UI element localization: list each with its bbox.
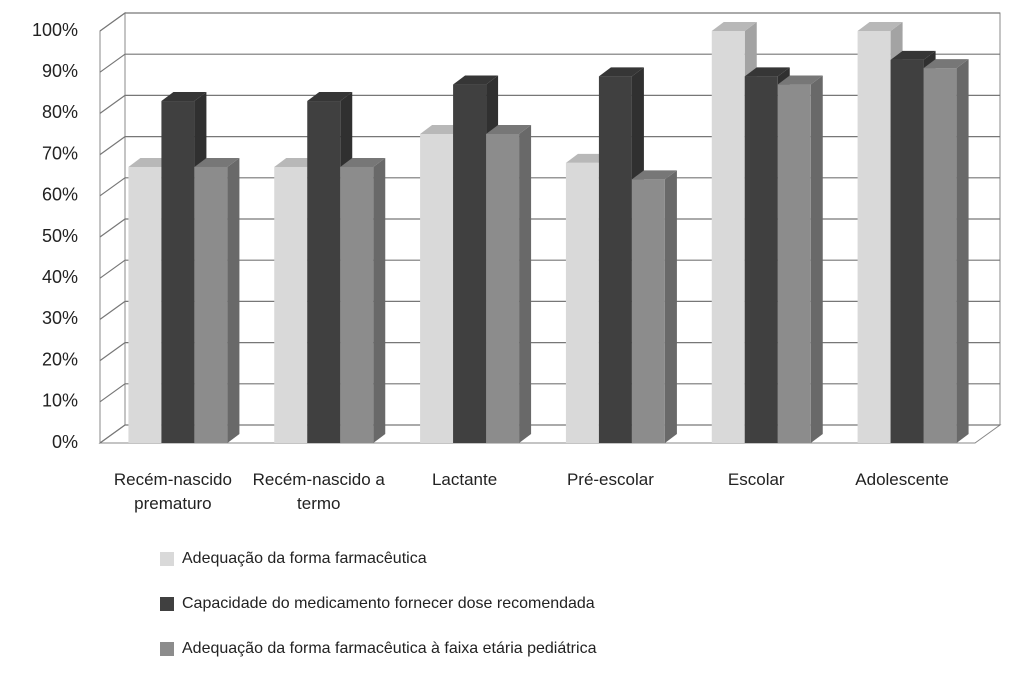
y-tick-label: 20% xyxy=(42,349,78,369)
y-tick-label: 40% xyxy=(42,267,78,287)
y-tick-label: 0% xyxy=(52,432,78,452)
legend-swatch xyxy=(160,597,174,611)
grid-line xyxy=(99,342,1000,362)
bar-top xyxy=(161,92,207,102)
bar-top xyxy=(307,92,353,102)
y-tick-label: 100% xyxy=(32,20,78,40)
bar xyxy=(565,162,599,443)
bar-top xyxy=(194,157,240,167)
grid-line xyxy=(99,136,1000,156)
y-tick-label: 60% xyxy=(42,185,78,205)
bar xyxy=(340,166,374,443)
y-tick-label: 50% xyxy=(42,226,78,246)
bar-top xyxy=(744,67,790,77)
bar-side xyxy=(227,157,240,443)
legend-entry: Adequação da forma farmacêutica à faixa … xyxy=(160,640,596,658)
bar xyxy=(711,31,745,443)
bar-top xyxy=(453,75,499,85)
bar xyxy=(161,101,195,443)
bar-top xyxy=(890,50,936,60)
bar xyxy=(744,76,778,443)
y-tick-label: 70% xyxy=(42,143,78,163)
bar xyxy=(274,166,308,443)
bar xyxy=(890,59,924,444)
grid-line xyxy=(99,424,1000,444)
bar xyxy=(631,179,665,443)
bar-side xyxy=(519,125,532,443)
legend-swatch xyxy=(160,552,174,566)
bar-top xyxy=(598,67,644,77)
bar xyxy=(857,31,891,443)
bar-top xyxy=(777,75,823,85)
x-tick-label: Lactante xyxy=(431,470,498,489)
bar-top xyxy=(923,59,969,69)
bar-side xyxy=(373,157,386,443)
bar xyxy=(923,68,957,443)
x-tick-label: Recém-nascido prematuro xyxy=(113,470,232,513)
grid-line xyxy=(99,259,1000,279)
y-tick-label: 30% xyxy=(42,308,78,328)
bar-top xyxy=(340,157,386,167)
y-tick-label: 90% xyxy=(42,61,78,81)
x-tick-label: Recém-nascido a termo xyxy=(252,470,385,513)
x-tick-label: Pré-escolar xyxy=(566,470,654,489)
grid-line xyxy=(99,12,1000,32)
x-tick-label: Adolescente xyxy=(855,470,949,489)
grid-line xyxy=(99,218,1000,238)
grid-line xyxy=(99,383,1000,403)
grid-line xyxy=(99,300,1000,320)
legend-entry: Capacidade do medicamento fornecer dose … xyxy=(160,595,595,613)
bar-top xyxy=(711,22,757,31)
y-tick-label: 10% xyxy=(42,391,78,411)
grid-line xyxy=(99,94,1000,114)
grid-line xyxy=(99,177,1000,197)
bar-top xyxy=(857,22,903,31)
y-tick-label: 80% xyxy=(42,102,78,122)
bar xyxy=(128,166,162,443)
legend-label: Capacidade do medicamento fornecer dose … xyxy=(182,595,595,612)
legend-label: Adequação da forma farmacêutica à faixa … xyxy=(182,640,597,657)
x-tick-label: Escolar xyxy=(727,470,785,489)
bar-top xyxy=(631,170,677,180)
grid-line xyxy=(99,53,1000,73)
bar xyxy=(194,166,228,443)
legend-entry: Adequação da forma farmacêutica xyxy=(160,550,427,568)
bar xyxy=(598,76,632,443)
bar-side xyxy=(810,75,823,443)
legend-swatch xyxy=(160,642,174,656)
bar xyxy=(777,84,811,443)
bar xyxy=(453,84,487,443)
legend-label: Adequação da forma farmacêutica xyxy=(182,550,427,567)
bar-side xyxy=(664,170,677,443)
bar-side xyxy=(956,59,969,443)
bar xyxy=(307,101,341,443)
bar-top xyxy=(486,125,532,134)
bar xyxy=(420,134,454,443)
bar xyxy=(486,134,520,443)
